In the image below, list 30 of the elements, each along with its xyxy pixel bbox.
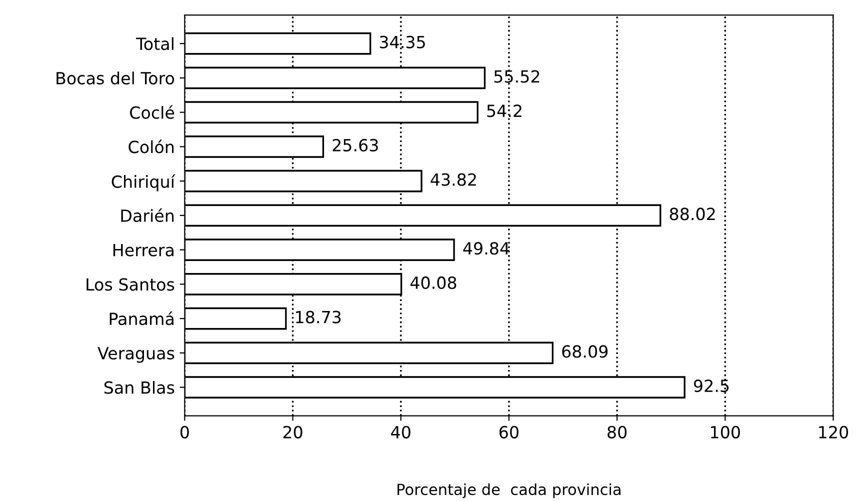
data-label: 55.52 — [494, 70, 540, 83]
y-tick-label: Los Santos — [86, 278, 174, 291]
y-tick-label: Darién — [121, 208, 174, 222]
data-label: 68.09 — [562, 345, 608, 358]
y-tick-label: Panamá — [110, 312, 174, 326]
data-label: 18.73 — [296, 310, 341, 324]
y-tick-label: Bocas del Toro — [56, 72, 174, 85]
y-tick-label: Colón — [128, 140, 174, 154]
x-tick-label: 60 — [500, 426, 518, 438]
x-tick-label: 80 — [608, 426, 627, 438]
y-tick-label: Veraguas — [98, 347, 174, 363]
y-tick-label: Chiriquí — [112, 174, 176, 192]
x-tick-label: 0 — [180, 426, 189, 438]
data-label: 88.02 — [670, 208, 715, 220]
data-label: 54.2 — [487, 104, 522, 118]
data-label: 34.35 — [380, 36, 425, 48]
x-tick-label: 40 — [391, 426, 410, 438]
data-label: 92.5 — [694, 380, 729, 392]
x-axis-title: Porcentaje de cada provincia — [398, 483, 620, 498]
data-label: 25.63 — [332, 138, 378, 152]
x-tick-label: 120 — [819, 426, 848, 438]
data-label: 43.82 — [430, 173, 476, 186]
y-tick-label: San Blas — [104, 380, 174, 394]
x-tick-label: 100 — [711, 426, 740, 438]
data-label: 40.08 — [410, 276, 456, 290]
y-tick-label: Total — [136, 37, 174, 50]
y-tick-label: Coclé — [130, 105, 174, 119]
y-tick-label: Herrera — [113, 244, 174, 256]
x-tick-label: 20 — [283, 426, 302, 438]
data-label: 49.84 — [463, 242, 510, 255]
